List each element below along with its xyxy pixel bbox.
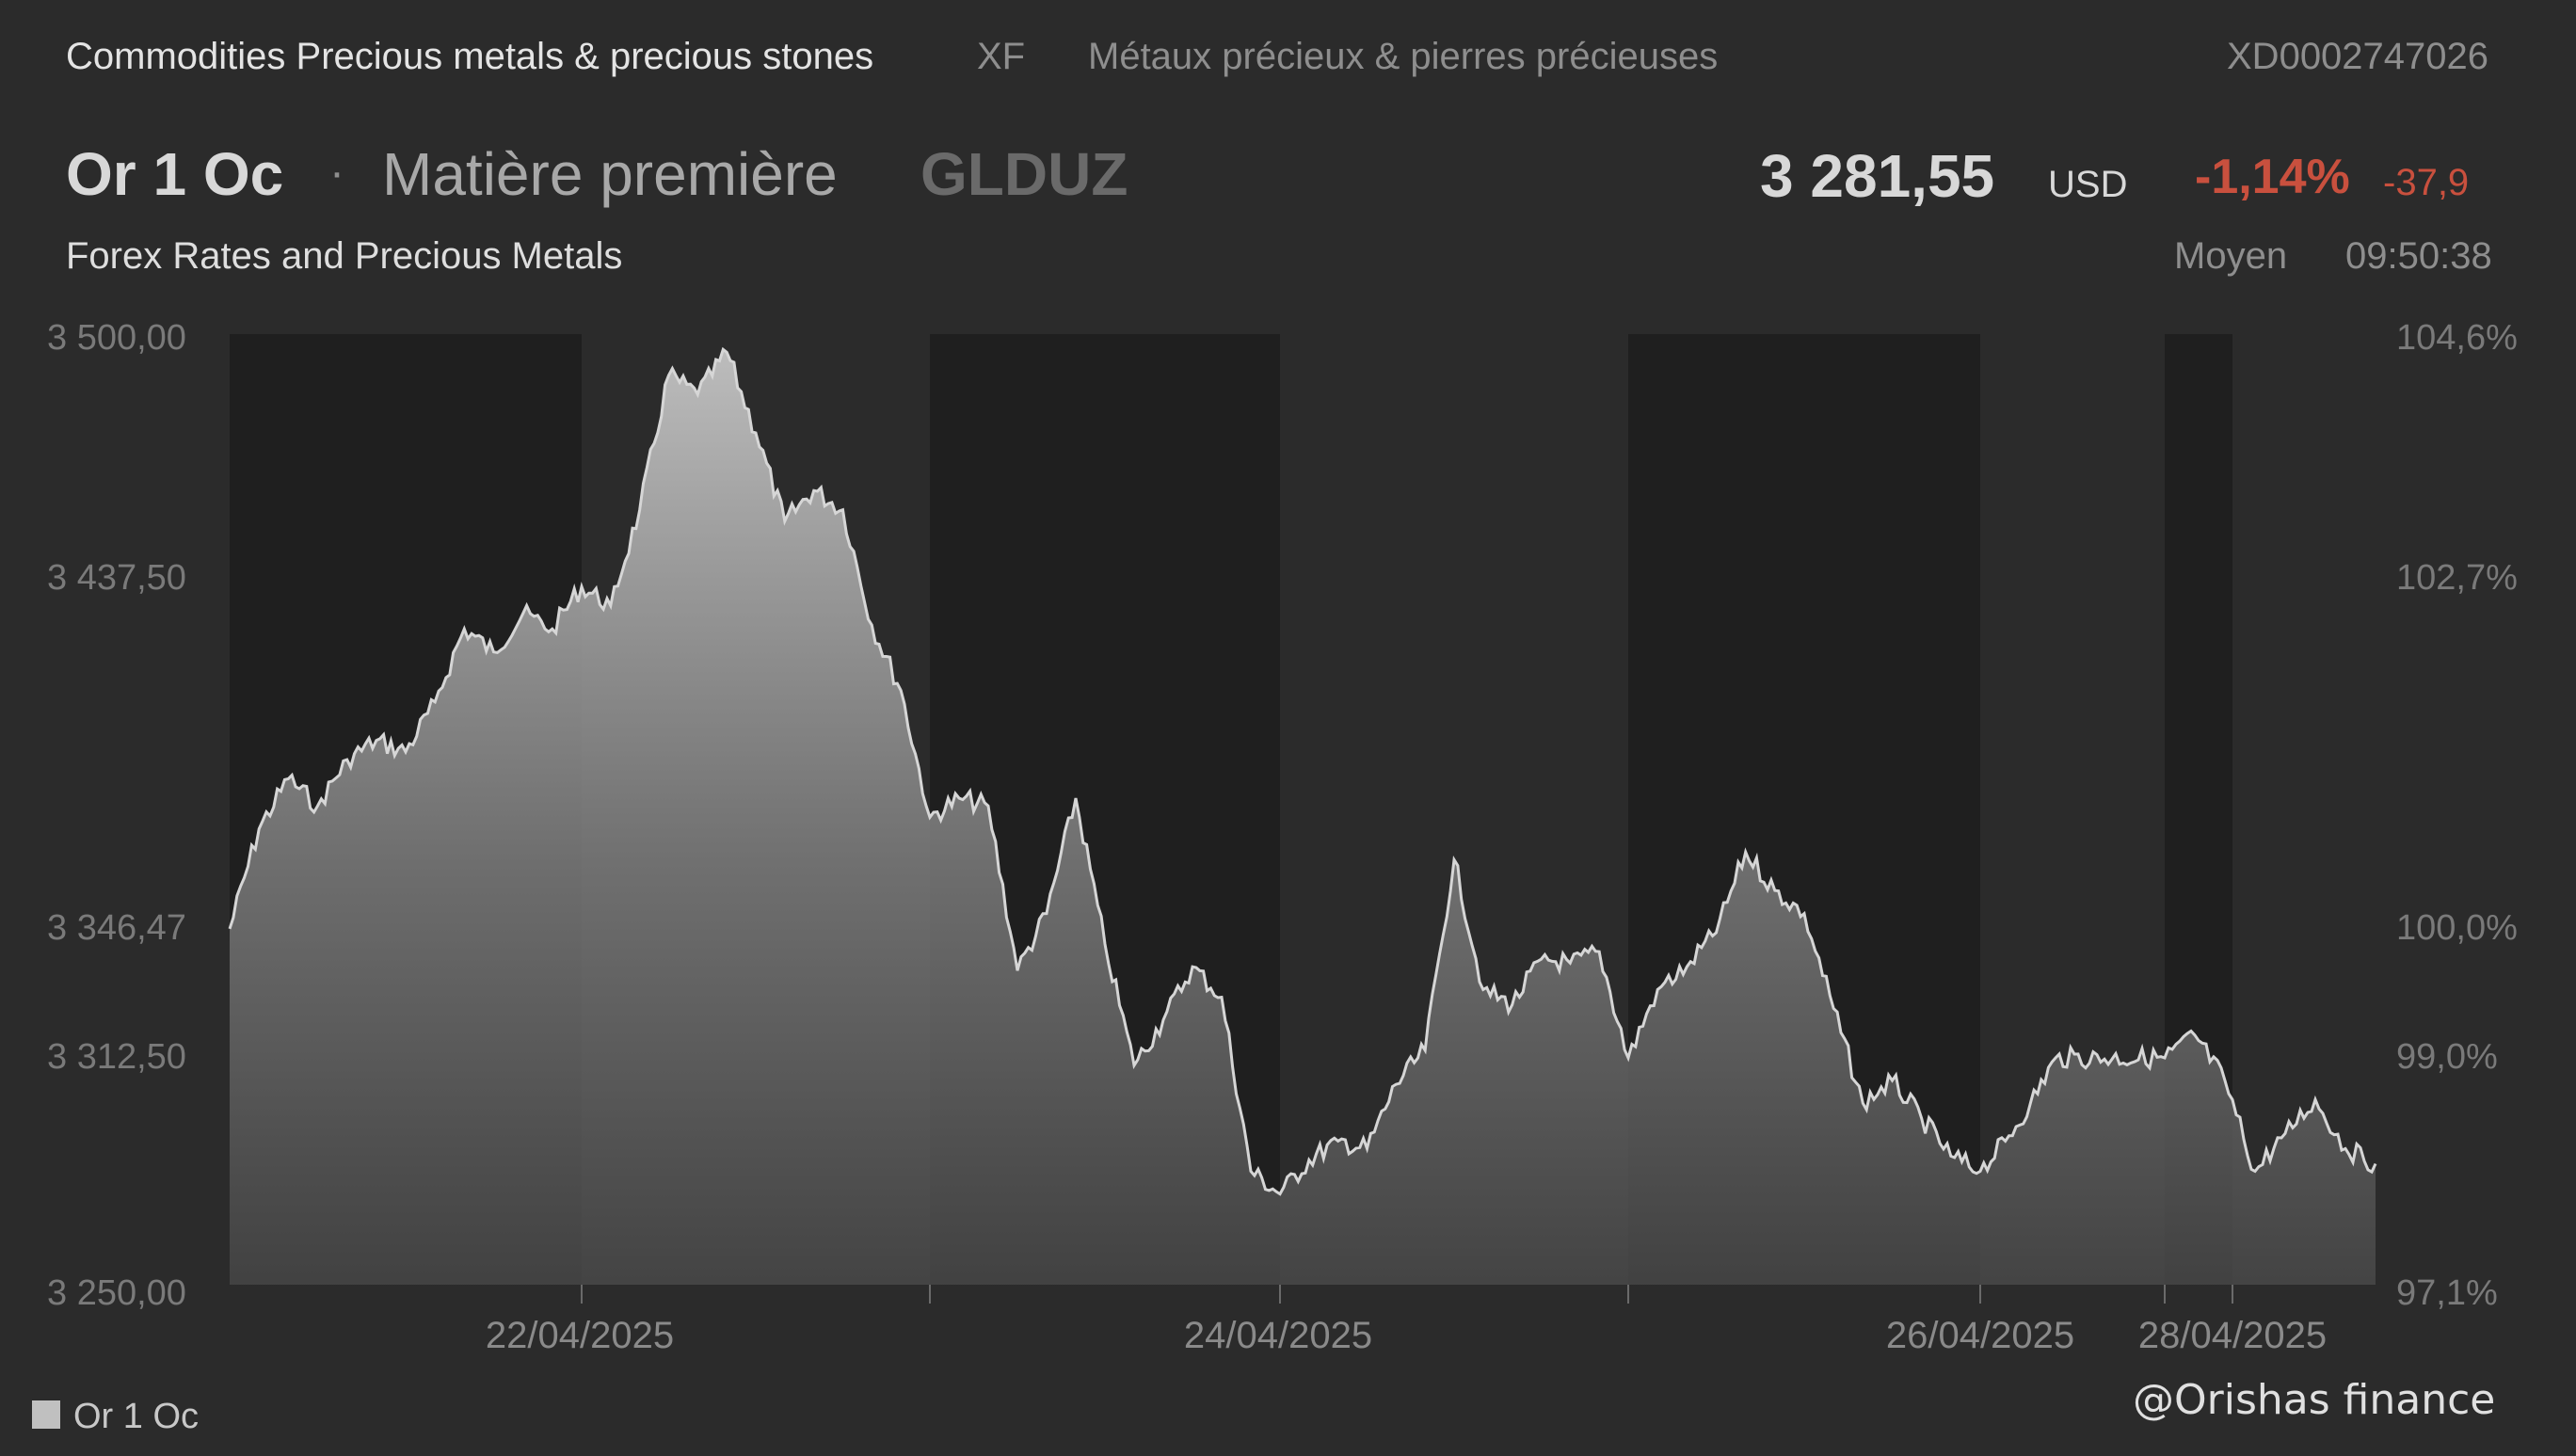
instrument-type: Matière première (382, 140, 838, 208)
y-axis-left: 3 250,00 3 312,50 3 346,47 3 437,50 3 500,00 (47, 318, 186, 1313)
y-axis-right: 97,1% 99,0% 100,0% 102,7% 104,6% (2396, 318, 2518, 1313)
y-tick-label-1: 3 312,50 (47, 1037, 186, 1077)
y-tick-label-2: 3 346,47 (47, 908, 186, 948)
legend-swatch[interactable] (32, 1400, 60, 1429)
watermark: @Orishas finance (2133, 1376, 2496, 1424)
y2-tick-label-0: 97,1% (2396, 1273, 2498, 1313)
change-absolute: -37,9 (2383, 162, 2470, 203)
area-layer (228, 346, 2377, 1285)
category-label[interactable]: Commodities Precious metals & precious s… (66, 36, 874, 77)
instrument-name: Or 1 Oc (66, 140, 284, 208)
x-axis: 22/04/2025 24/04/2025 26/04/2025 28/04/2025 (486, 1285, 2327, 1356)
price-line (228, 346, 2377, 1196)
y2-tick-label-2: 100,0% (2396, 908, 2518, 948)
y2-tick-label-1: 99,0% (2396, 1037, 2498, 1077)
exchange-code: XF (977, 36, 1026, 77)
y2-tick-label-3: 102,7% (2396, 558, 2518, 598)
y-tick-label-4: 3 500,00 (47, 318, 186, 358)
quote-time: 09:50:38 (2345, 235, 2492, 277)
price-area (230, 349, 2376, 1285)
y-tick-label-3: 3 437,50 (47, 558, 186, 598)
x-tick-label-1: 24/04/2025 (1184, 1315, 1372, 1356)
x-tick-label-2: 26/04/2025 (1886, 1315, 2074, 1356)
x-tick-label-3: 28/04/2025 (2138, 1315, 2327, 1356)
y-tick-label-0: 3 250,00 (47, 1273, 186, 1313)
change-percent: -1,14% (2195, 150, 2350, 204)
price-currency: USD (2048, 164, 2128, 205)
legend-entry[interactable]: Or 1 Oc (73, 1397, 200, 1436)
last-price: 3 281,55 (1760, 142, 1995, 210)
y2-tick-label-4: 104,6% (2396, 318, 2518, 358)
data-source[interactable]: Forex Rates and Precious Metals (66, 235, 623, 277)
quote-type: Moyen (2174, 235, 2288, 277)
ticker-symbol: GLDUZ (920, 140, 1128, 208)
category-label-fr: Métaux précieux & pierres précieuses (1088, 36, 1719, 77)
isin-code: XD0002747026 (2227, 36, 2489, 77)
x-tick-label-0: 22/04/2025 (486, 1315, 674, 1356)
title-separator: · (329, 148, 344, 198)
